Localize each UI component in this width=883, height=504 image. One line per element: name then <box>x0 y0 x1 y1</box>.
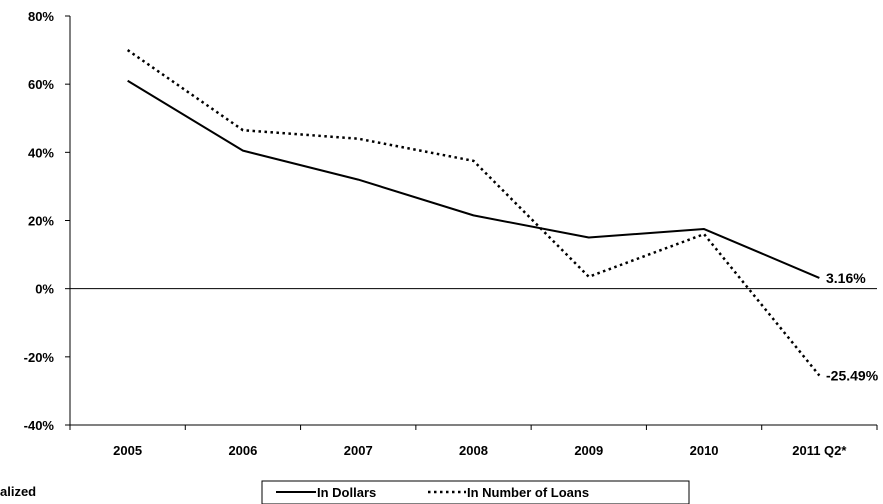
x-axis-ticks: 2005 2006 2007 2008 2009 2010 2011 Q2* <box>69 425 878 458</box>
legend-label: In Dollars <box>317 485 376 500</box>
legend-label: In Number of Loans <box>467 485 589 500</box>
chart-axes <box>69 16 877 426</box>
legend-box <box>261 480 690 504</box>
end-value-label: -25.49% <box>826 368 879 384</box>
footnote-text: alized <box>0 484 37 499</box>
y-tick-label: -40% <box>24 418 55 433</box>
y-tick-label: 0% <box>35 282 54 297</box>
x-tick-label: 2011 Q2* <box>792 443 847 458</box>
y-tick-label: 40% <box>28 145 54 160</box>
series-line-in-dollars <box>127 79 820 279</box>
x-tick-label: 2007 <box>344 443 373 458</box>
x-tick-label: 2006 <box>228 443 257 458</box>
series-line-in-number-of-loans <box>126 49 821 377</box>
y-tick-label: -20% <box>24 350 55 365</box>
end-annotations: 3.16% -25.49% <box>826 270 879 384</box>
y-tick-label: 20% <box>28 214 54 229</box>
x-tick-label: 2008 <box>459 443 488 458</box>
x-tick-label: 2010 <box>690 443 719 458</box>
y-tick-label: 80% <box>28 9 54 24</box>
legend: In Dollars In Number of Loans <box>261 480 690 504</box>
y-axis-ticks: -40% -20% 0% 20% 40% 60% 80% <box>24 9 70 433</box>
end-value-label: 3.16% <box>826 270 866 286</box>
x-tick-label: 2009 <box>574 443 603 458</box>
y-tick-label: 60% <box>28 77 54 92</box>
series-lines <box>126 49 821 377</box>
x-tick-label: 2005 <box>113 443 142 458</box>
